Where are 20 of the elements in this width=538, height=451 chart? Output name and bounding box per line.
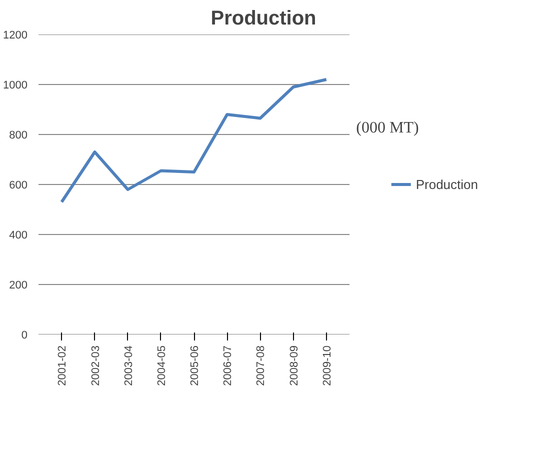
y-tick-label: 600 — [9, 180, 28, 192]
legend-label: Production — [416, 176, 478, 192]
x-tick-label: 2008-09 — [288, 345, 300, 386]
y-tick-label: 0 — [21, 330, 28, 342]
y-tick-label: 400 — [9, 230, 28, 242]
x-tick-label: 2006-07 — [222, 345, 234, 386]
y-tick-label: 1000 — [3, 80, 28, 92]
y-tick-label: 800 — [9, 130, 28, 142]
x-tick-label: 2002-03 — [90, 345, 102, 386]
x-tick-label: 2005-06 — [189, 345, 202, 386]
text: (000 MT) — [356, 120, 419, 136]
x-tick-label: 2001-02 — [56, 345, 69, 386]
y-tick-label: 200 — [9, 280, 28, 292]
x-tick-label: 2004-05 — [156, 345, 168, 386]
line-series — [60, 78, 328, 204]
x-tick-label: 2007-08 — [255, 345, 268, 386]
y-tick-label: 1200 — [3, 30, 28, 42]
x-tick-label: 2009-10 — [321, 345, 334, 386]
x-tick-label: 2003-04 — [122, 345, 135, 386]
chart-title: Production — [210, 8, 316, 30]
